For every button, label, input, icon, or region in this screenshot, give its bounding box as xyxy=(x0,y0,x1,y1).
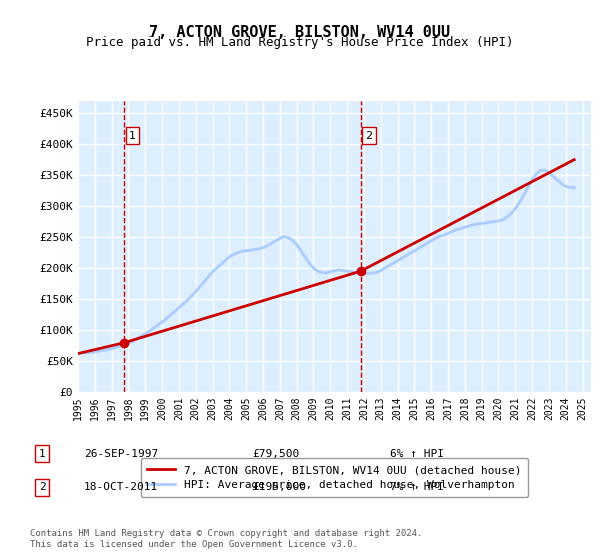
Text: £79,500: £79,500 xyxy=(252,449,299,459)
Text: 26-SEP-1997: 26-SEP-1997 xyxy=(84,449,158,459)
Text: 1: 1 xyxy=(129,130,136,141)
Text: 6% ↑ HPI: 6% ↑ HPI xyxy=(390,449,444,459)
Text: 1: 1 xyxy=(38,449,46,459)
Text: £195,000: £195,000 xyxy=(252,482,306,492)
Text: Price paid vs. HM Land Registry's House Price Index (HPI): Price paid vs. HM Land Registry's House … xyxy=(86,36,514,49)
Text: 18-OCT-2011: 18-OCT-2011 xyxy=(84,482,158,492)
Legend: 7, ACTON GROVE, BILSTON, WV14 0UU (detached house), HPI: Average price, detached: 7, ACTON GROVE, BILSTON, WV14 0UU (detac… xyxy=(141,458,528,497)
Text: 2: 2 xyxy=(365,130,373,141)
Text: 7, ACTON GROVE, BILSTON, WV14 0UU: 7, ACTON GROVE, BILSTON, WV14 0UU xyxy=(149,25,451,40)
Text: 2: 2 xyxy=(38,482,46,492)
Text: Contains HM Land Registry data © Crown copyright and database right 2024.
This d: Contains HM Land Registry data © Crown c… xyxy=(30,529,422,549)
Text: 7% ↑ HPI: 7% ↑ HPI xyxy=(390,482,444,492)
